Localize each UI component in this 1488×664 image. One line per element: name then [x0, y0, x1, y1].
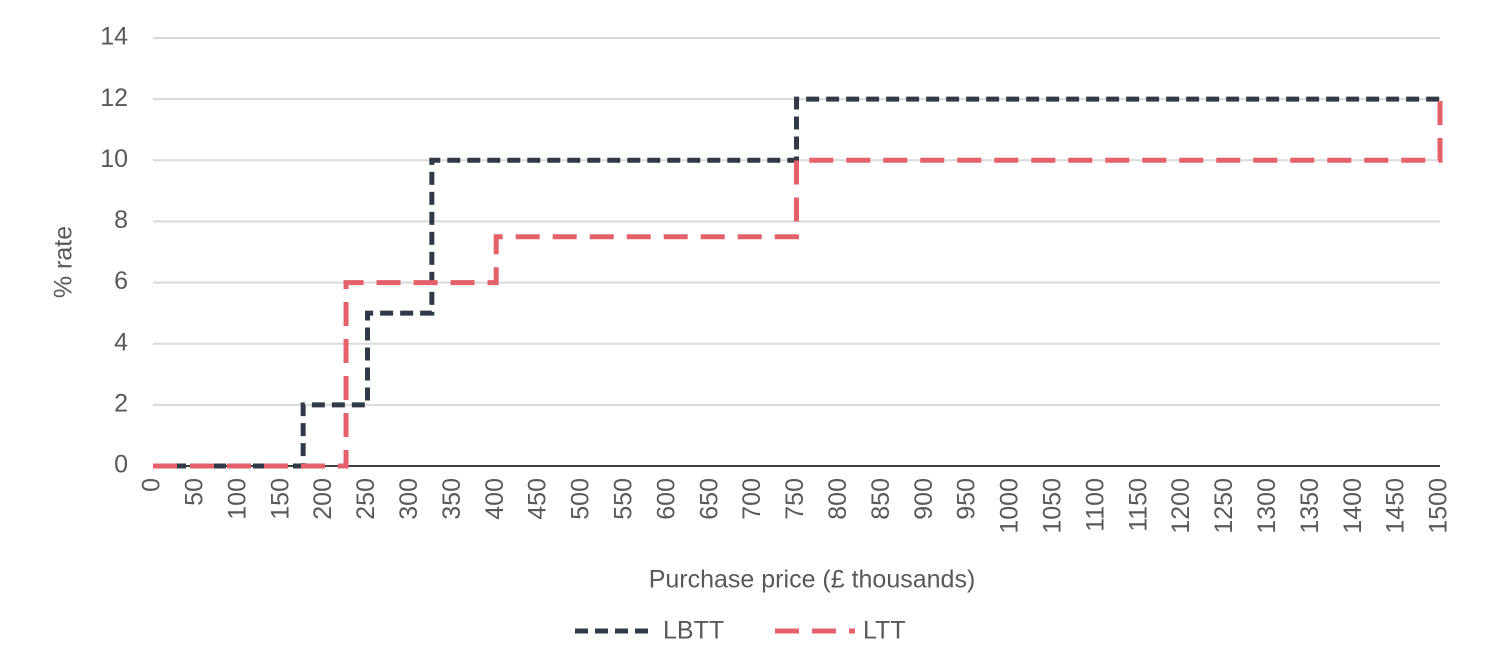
x-tick-label: 550 [610, 478, 638, 520]
x-tick-label: 1050 [1039, 478, 1067, 534]
x-tick-label: 1000 [996, 478, 1024, 534]
x-tick-label: 100 [223, 478, 251, 520]
x-tick-label: 150 [266, 478, 294, 520]
x-tick-label: 950 [953, 478, 981, 520]
x-tick-label: 1250 [1210, 478, 1238, 534]
y-tick-label: 8 [114, 206, 128, 234]
x-tick-label: 0 [138, 478, 166, 492]
y-tick-label: 6 [114, 267, 128, 295]
y-tick-label: 0 [114, 451, 128, 479]
series-line [153, 99, 1443, 469]
x-tick-label: 200 [309, 478, 337, 520]
x-tick-label: 650 [695, 478, 723, 520]
x-tick-label: 1150 [1124, 478, 1152, 532]
x-tick-label: 1300 [1253, 478, 1281, 534]
x-tick-label: 50 [181, 478, 209, 506]
x-tick-label: 1350 [1296, 478, 1324, 534]
y-tick-label: 10 [100, 145, 128, 173]
y-tick-label: 2 [114, 389, 128, 417]
x-tick-label: 1100 [1081, 478, 1109, 532]
x-tick-label: 750 [781, 478, 809, 520]
x-tick-label: 500 [567, 478, 595, 520]
legend-label: LTT [863, 617, 906, 645]
x-tick-label: 250 [352, 478, 380, 520]
x-tick-label: 400 [481, 478, 509, 520]
x-tick-label: 900 [910, 478, 938, 520]
x-tick-label: 350 [438, 478, 466, 520]
x-tick-label: 1450 [1382, 478, 1410, 534]
y-axis-title: % rate [50, 226, 78, 298]
y-tick-label: 4 [114, 328, 128, 356]
y-tick-label: 14 [100, 23, 128, 51]
series-line [153, 96, 1440, 469]
x-tick-label: 800 [824, 478, 852, 520]
x-tick-label: 1500 [1425, 478, 1453, 534]
x-tick-label: 850 [867, 478, 895, 520]
x-tick-label: 450 [524, 478, 552, 520]
x-tick-label: 600 [652, 478, 680, 520]
x-tick-label: 700 [738, 478, 766, 520]
x-tick-label: 1400 [1339, 478, 1367, 534]
x-axis-title: Purchase price (£ thousands) [649, 566, 976, 594]
legend-label: LBTT [663, 617, 724, 645]
x-tick-label: 300 [395, 478, 423, 520]
x-tick-label: 1200 [1167, 478, 1195, 534]
y-tick-label: 12 [100, 84, 128, 112]
